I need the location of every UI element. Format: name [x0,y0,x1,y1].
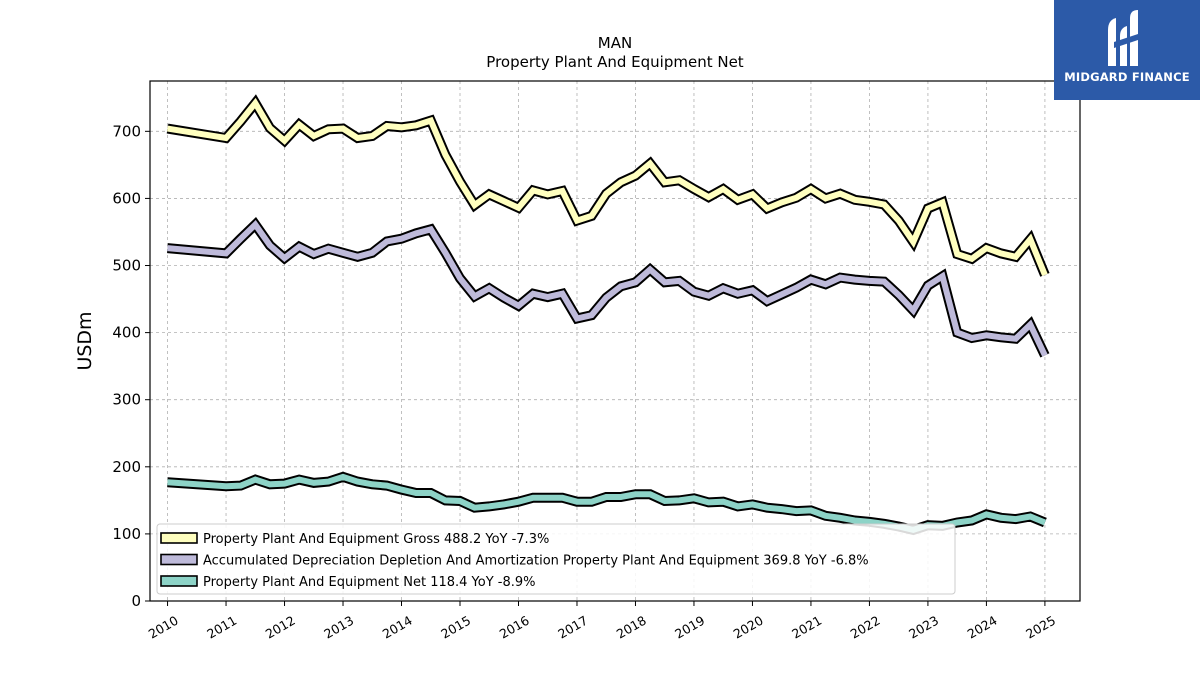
y-tick-label: 300 [112,391,141,409]
x-tick-label: 2024 [965,613,1000,642]
grid [150,81,1080,602]
y-tick-label: 600 [112,189,141,207]
x-tick-label: 2022 [848,613,883,642]
y-tick-label: 0 [131,592,141,610]
legend-swatch [160,532,198,544]
chart-subtitle: Property Plant And Equipment Net [486,53,743,71]
x-tick-label: 2015 [438,613,473,642]
series-outline [167,471,1047,536]
plot-frame [149,80,1081,602]
y-axis-label: USDm [74,311,96,370]
x-tick-label: 2010 [146,613,181,642]
x-tick-label: 2019 [672,613,707,642]
legend-entry: Accumulated Depreciation Depletion And A… [203,554,869,569]
y-tick-label: 100 [112,525,141,543]
legend-swatch [160,575,198,587]
series-line-1 [166,94,1050,277]
x-tick-label: 2011 [204,613,239,642]
chart-title: MAN [598,34,632,52]
legend-entry: Property Plant And Equipment Net 118.4 Y… [203,575,536,590]
legend-box [156,523,956,595]
series-fill [167,473,1047,534]
x-tick-label: 2017 [555,613,590,642]
y-tick-label: 200 [112,458,141,476]
series-lines [166,94,1050,536]
x-tick-label: 2025 [1023,613,1058,642]
x-tick-label: 2023 [906,613,941,642]
series-fill [167,97,1048,277]
series-line-2 [167,216,1050,358]
legend-swatch [160,553,198,566]
midgard-finance-logo: MIDGARD FINANCE [1054,0,1200,100]
midgard-m-logo-icon [1108,10,1138,66]
legend-entry: Property Plant And Equipment Gross 488.2… [203,532,549,547]
x-tick-label: 2018 [614,613,649,642]
y-tick-label: 400 [112,324,141,342]
y-tick-label: 700 [112,122,141,140]
legend: Property Plant And Equipment Gross 488.2… [156,523,956,595]
logo-text: MIDGARD FINANCE [1064,70,1190,84]
x-tick-label: 2016 [497,613,532,642]
x-tick-label: 2021 [789,613,824,642]
x-tick-label: 2012 [263,613,298,642]
x-tick-label: 2020 [731,613,766,642]
series-line-3 [167,471,1047,536]
x-tick-label: 2013 [321,613,356,642]
y-tick-label: 500 [112,257,141,275]
x-tick-label: 2014 [380,613,415,642]
series-fill [167,220,1048,357]
